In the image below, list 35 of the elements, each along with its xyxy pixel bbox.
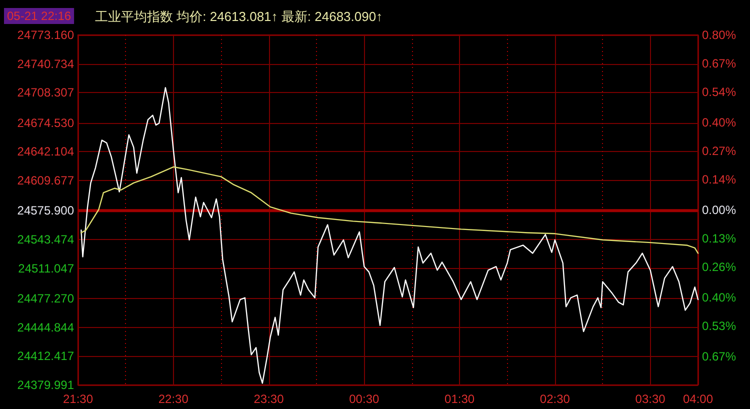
y-tick-label: 24412.417	[17, 349, 74, 364]
y2-tick-label: 0.00%	[702, 203, 736, 217]
y-tick-label: 24708.307	[17, 86, 74, 100]
y2-tick-label: 0.67%	[702, 350, 736, 364]
x-tick-label: 22:30	[158, 392, 189, 406]
y-tick-label: 24674.530	[17, 116, 74, 130]
y2-tick-label: 0.13%	[702, 231, 736, 246]
y-tick-label: 24740.734	[17, 56, 74, 71]
x-tick-label: 00:30	[349, 392, 380, 406]
x-tick-label: 21:30	[62, 392, 94, 406]
y2-tick-label: 0.26%	[702, 260, 736, 274]
y-tick-label: 24609.677	[17, 174, 74, 188]
y-tick-label: 24575.900	[17, 204, 74, 218]
y2-tick-label: 0.14%	[702, 172, 736, 186]
x-tick-label: 23:30	[254, 392, 284, 406]
y-tick-label: 24444.844	[17, 320, 74, 334]
y2-tick-label: 0.53%	[702, 318, 736, 333]
y-tick-label: 24477.270	[17, 291, 74, 306]
x-tick-label: 03:30	[635, 392, 666, 406]
chart-title: 工业平均指数 均价: 24613.081↑ 最新: 24683.090↑	[95, 9, 383, 24]
y-tick-label: 24379.991	[17, 378, 74, 392]
y2-tick-label: 0.40%	[702, 116, 736, 130]
y2-tick-label: 0.67%	[702, 56, 736, 70]
y2-tick-label: 0.54%	[702, 84, 736, 99]
x-tick-label: 01:30	[444, 392, 475, 406]
text: 05-21 22:16	[7, 9, 72, 23]
x-tick-label: 02:30	[540, 392, 570, 406]
y-tick-label: 24511.047	[18, 261, 74, 276]
y-tick-label: 24543.474	[17, 232, 74, 246]
x-tick-label: 04:00	[682, 392, 714, 406]
y2-tick-label: 0.80%	[702, 28, 736, 42]
y2-tick-label: 0.27%	[702, 144, 736, 158]
y-tick-label: 24642.104	[17, 144, 74, 159]
y-tick-label: 24773.160	[17, 28, 74, 42]
y2-tick-label: 0.40%	[702, 290, 736, 304]
